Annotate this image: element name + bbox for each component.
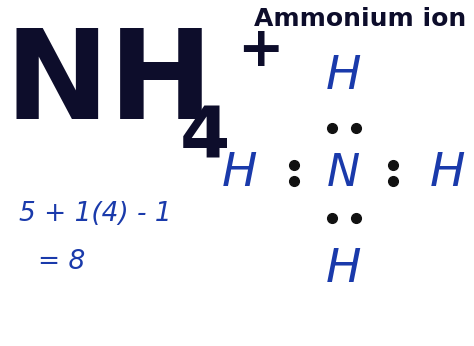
Text: H: H — [430, 151, 465, 195]
Text: 4: 4 — [180, 104, 230, 173]
Text: NH: NH — [5, 24, 214, 145]
Text: = 8: = 8 — [38, 249, 85, 275]
Text: +: + — [237, 24, 283, 78]
Text: N: N — [327, 152, 360, 194]
Text: H: H — [326, 54, 361, 99]
Text: H: H — [222, 151, 257, 195]
Text: 5 + 1(4) - 1: 5 + 1(4) - 1 — [19, 201, 172, 227]
Text: Ammonium ion: Ammonium ion — [254, 7, 466, 31]
Text: H: H — [326, 247, 361, 292]
